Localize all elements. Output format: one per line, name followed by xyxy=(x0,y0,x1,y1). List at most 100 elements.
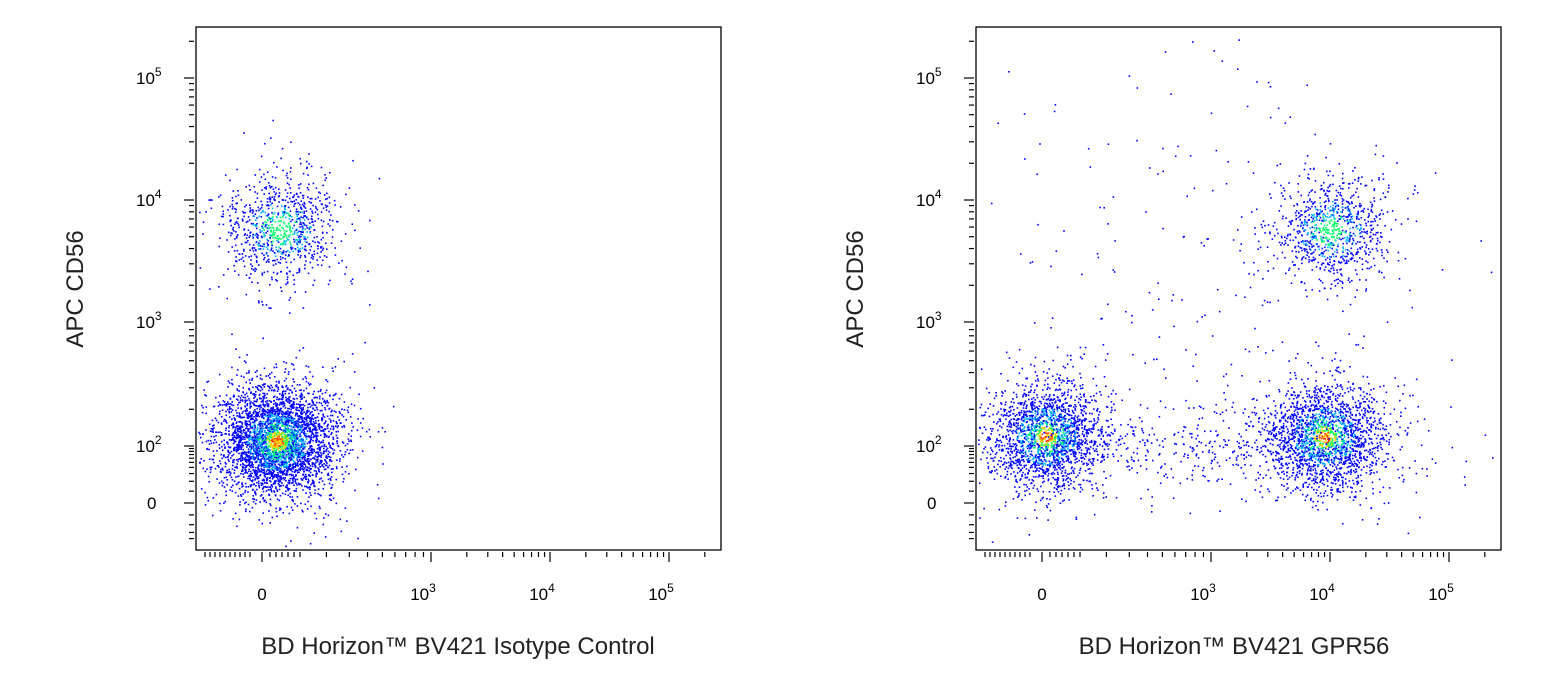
event-dot xyxy=(242,435,244,438)
event-dot xyxy=(258,300,260,302)
event-dot xyxy=(288,419,290,422)
event-dot xyxy=(311,479,314,482)
event-dot xyxy=(275,453,277,456)
event-dot xyxy=(299,400,301,403)
event-dot xyxy=(290,457,292,460)
event-dot xyxy=(219,510,222,512)
event-dot xyxy=(277,436,279,439)
event-dot xyxy=(1099,411,1101,413)
event-dot xyxy=(304,460,306,462)
event-dot xyxy=(271,478,274,480)
event-dot xyxy=(324,402,327,405)
event-dot xyxy=(249,412,251,415)
event-dot xyxy=(288,392,290,395)
event-dot xyxy=(314,409,316,412)
event-dot xyxy=(257,206,260,209)
event-dot xyxy=(273,439,275,441)
event-dot xyxy=(314,417,316,419)
event-dot xyxy=(261,431,264,434)
event-dot xyxy=(221,457,223,460)
event-dot xyxy=(310,202,312,204)
event-dot xyxy=(268,436,271,438)
event-dot xyxy=(282,414,284,416)
event-dot xyxy=(273,491,276,493)
event-dot xyxy=(307,478,310,481)
event-dot xyxy=(298,248,300,251)
event-dot xyxy=(300,394,303,396)
event-dot xyxy=(256,415,259,418)
event-dot xyxy=(1124,435,1127,437)
event-dot xyxy=(272,428,274,431)
event-dot xyxy=(320,166,323,169)
event-dot xyxy=(285,174,288,177)
event-dot xyxy=(231,383,234,386)
event-dot xyxy=(250,415,252,418)
event-dot xyxy=(279,428,281,430)
event-dot xyxy=(229,403,232,405)
event-dot xyxy=(255,460,258,463)
event-dot xyxy=(263,405,266,408)
event-dot xyxy=(1007,379,1009,382)
event-dot xyxy=(225,490,227,493)
event-dot xyxy=(225,476,227,479)
event-dot xyxy=(318,401,321,404)
event-dot xyxy=(245,508,247,511)
event-dot xyxy=(215,493,218,496)
event-dot xyxy=(297,210,299,213)
event-dot xyxy=(299,456,302,459)
event-dot xyxy=(266,214,269,217)
event-dot xyxy=(242,396,245,399)
event-dot xyxy=(339,518,342,521)
event-dot xyxy=(273,415,275,417)
event-dot xyxy=(290,446,292,448)
event-dot xyxy=(276,408,278,410)
event-dot xyxy=(324,204,327,207)
event-dot xyxy=(300,464,302,466)
event-dot xyxy=(229,205,231,208)
event-dot xyxy=(291,219,294,221)
event-dot xyxy=(265,224,267,226)
event-dot xyxy=(258,450,261,452)
event-dot xyxy=(274,412,277,414)
event-dot xyxy=(244,464,246,467)
event-dot xyxy=(272,431,274,433)
event-dot xyxy=(325,379,327,381)
event-dot xyxy=(289,477,292,480)
event-dot xyxy=(286,212,289,214)
event-dot xyxy=(223,476,226,479)
event-dot xyxy=(317,390,320,393)
event-dot xyxy=(297,195,299,198)
event-dot xyxy=(302,406,304,409)
event-dot xyxy=(259,453,262,455)
event-dot xyxy=(327,453,329,456)
event-dot xyxy=(257,471,259,473)
event-dot xyxy=(290,416,292,418)
event-dot xyxy=(290,474,293,477)
event-dot xyxy=(985,387,988,390)
event-dot xyxy=(270,247,273,249)
event-dot xyxy=(237,404,239,406)
event-dot xyxy=(326,197,328,200)
event-dot xyxy=(242,444,244,447)
event-dot xyxy=(257,476,259,478)
event-dot xyxy=(316,236,318,238)
event-dot xyxy=(330,421,332,423)
event-dot xyxy=(280,475,282,477)
event-dot xyxy=(298,456,301,458)
event-dot xyxy=(267,446,269,448)
event-dot xyxy=(211,466,213,469)
event-dot xyxy=(276,469,279,471)
event-dot xyxy=(245,470,247,472)
event-dot xyxy=(277,388,280,391)
event-dot xyxy=(309,208,312,210)
event-dot xyxy=(357,210,360,212)
event-dot xyxy=(273,198,275,200)
event-dot xyxy=(274,452,276,455)
event-dot xyxy=(229,214,231,217)
event-dot xyxy=(269,503,271,505)
event-dot xyxy=(259,448,261,451)
event-dot xyxy=(234,440,237,443)
event-dot xyxy=(241,442,244,444)
event-dot xyxy=(272,230,275,233)
event-dot xyxy=(278,393,281,395)
